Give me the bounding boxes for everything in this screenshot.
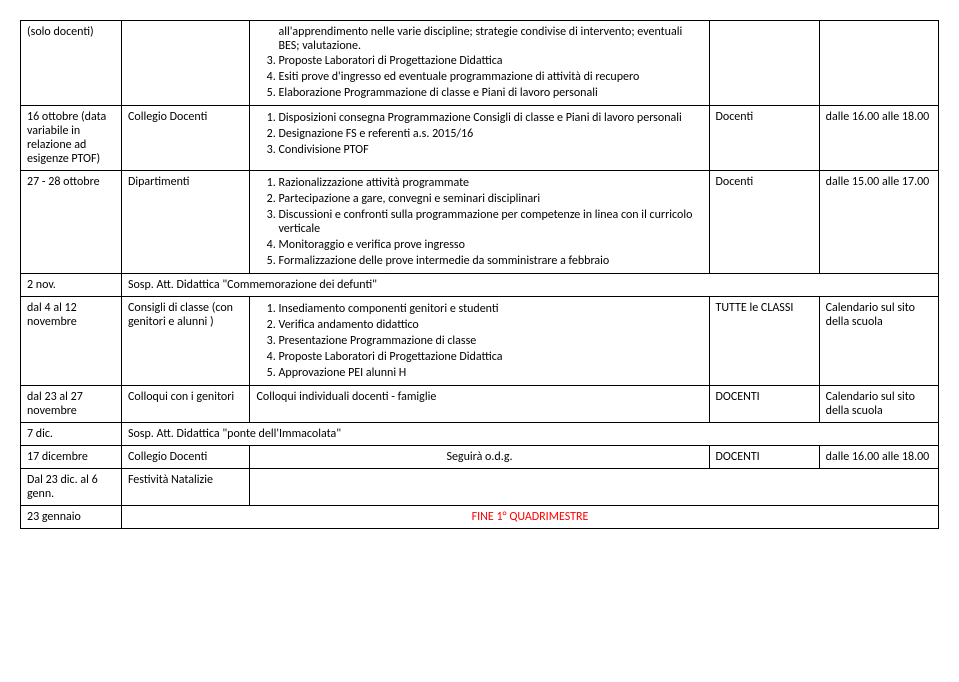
table-row: dal 23 al 27 novembreColloqui con i geni… [21,386,939,423]
activity-cell: Insediamento componenti genitori e stude… [250,297,709,386]
table-row: Dal 23 dic. al 6 genn.Festività Natalizi… [21,469,939,506]
continuation-text: all'apprendimento nelle varie discipline… [256,25,702,53]
empty-cell [250,469,939,506]
activity-list: Razionalizzazione attività programmatePa… [256,175,702,269]
time-cell: dalle 15.00 alle 17.00 [819,171,938,274]
date-cell: 17 dicembre [21,446,122,469]
date-cell: 27 - 28 ottobre [21,171,122,274]
date-cell: Dal 23 dic. al 6 genn. [21,469,122,506]
merged-cell: Sosp. Att. Didattica "ponte dell'Immacol… [121,423,938,446]
activity-cell: all'apprendimento nelle varie discipline… [250,21,709,106]
list-item: Monitoraggio e verifica prove ingresso [278,237,702,253]
activity-cell: Colloqui individuali docenti - famiglie [250,386,709,423]
highlight-text: FINE 1° QUADRIMESTRE [472,510,589,524]
participants-cell [709,21,819,106]
date-cell: dal 23 al 27 novembre [21,386,122,423]
who-cell: Dipartimenti [121,171,250,274]
table-row: 7 dic.Sosp. Att. Didattica "ponte dell'I… [21,423,939,446]
date-cell: 16 ottobre (data variabile in relazione … [21,106,122,171]
date-cell: (solo docenti) [21,21,122,106]
list-item: Razionalizzazione attività programmate [278,175,702,191]
who-cell: Festività Natalizie [121,469,250,506]
activity-list: Proposte Laboratori di Progettazione Did… [256,53,702,101]
activity-cell: Seguirà o.d.g. [250,446,709,469]
list-item: Proposte Laboratori di Progettazione Did… [278,349,702,365]
list-item: Insediamento componenti genitori e stude… [278,301,702,317]
activity-list: Disposizioni consegna Programmazione Con… [256,110,702,158]
merged-cell: FINE 1° QUADRIMESTRE [121,506,938,529]
list-item: Presentazione Programmazione di classe [278,333,702,349]
table-row: 17 dicembreCollegio DocentiSeguirà o.d.g… [21,446,939,469]
list-item: Discussioni e confronti sulla programmaz… [278,207,702,237]
list-item: Verifica andamento didattico [278,317,702,333]
participants-cell: TUTTE le CLASSI [709,297,819,386]
table-row: 16 ottobre (data variabile in relazione … [21,106,939,171]
who-cell: Consigli di classe (con genitori e alunn… [121,297,250,386]
schedule-table: (solo docenti) all'apprendimento nelle va… [20,20,939,529]
list-item: Designazione FS e referenti a.s. 2015/16 [278,126,702,142]
list-item: Proposte Laboratori di Progettazione Did… [278,53,702,69]
date-cell: 23 gennaio [21,506,122,529]
time-cell: dalle 16.00 alle 18.00 [819,446,938,469]
activity-list: Insediamento componenti genitori e stude… [256,301,702,381]
list-item: Condivisione PTOF [278,142,702,158]
time-cell: Calendario sul sito della scuola [819,297,938,386]
activity-cell: Razionalizzazione attività programmatePa… [250,171,709,274]
merged-cell: Sosp. Att. Didattica "Commemorazione dei… [121,274,938,297]
time-cell: dalle 16.00 alle 18.00 [819,106,938,171]
participants-cell: Docenti [709,106,819,171]
activity-cell: Disposizioni consegna Programmazione Con… [250,106,709,171]
time-cell: Calendario sul sito della scuola [819,386,938,423]
date-cell: dal 4 al 12 novembre [21,297,122,386]
who-cell: Colloqui con i genitori [121,386,250,423]
list-item: Disposizioni consegna Programmazione Con… [278,110,702,126]
table-row: dal 4 al 12 novembreConsigli di classe (… [21,297,939,386]
date-cell: 7 dic. [21,423,122,446]
who-cell [121,21,250,106]
list-item: Partecipazione a gare, convegni e semina… [278,191,702,207]
list-item: Formalizzazione delle prove intermedie d… [278,253,702,269]
table-row: 23 gennaio FINE 1° QUADRIMESTRE [21,506,939,529]
list-item: Esiti prove d'ingresso ed eventuale prog… [278,69,702,85]
who-cell: Collegio Docenti [121,446,250,469]
list-item: Approvazione PEI alunni H [278,365,702,381]
table-row: 2 nov.Sosp. Att. Didattica "Commemorazio… [21,274,939,297]
participants-cell: DOCENTI [709,386,819,423]
participants-cell: DOCENTI [709,446,819,469]
participants-cell: Docenti [709,171,819,274]
table-row: 27 - 28 ottobreDipartimentiRazionalizzaz… [21,171,939,274]
date-cell: 2 nov. [21,274,122,297]
who-cell: Collegio Docenti [121,106,250,171]
table-row: (solo docenti) all'apprendimento nelle va… [21,21,939,106]
time-cell [819,21,938,106]
list-item: Elaborazione Programmazione di classe e … [278,85,702,101]
